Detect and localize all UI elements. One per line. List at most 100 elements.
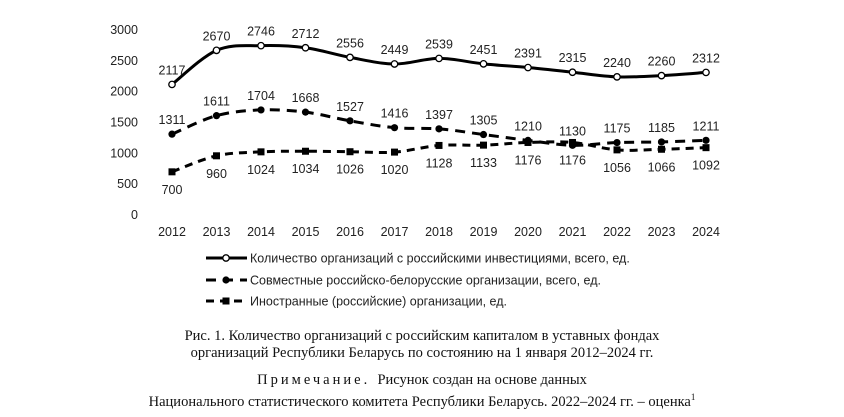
series-3-point	[168, 168, 176, 176]
series-2-point	[479, 130, 488, 139]
data-label-series-3: 1128	[426, 156, 453, 170]
legend-marker-3	[222, 297, 230, 305]
data-label-series-1: 2449	[381, 43, 409, 57]
x-tick-label: 2017	[381, 225, 409, 239]
data-label-series-1: 2451	[470, 43, 498, 57]
data-label-series-1: 2312	[692, 51, 720, 65]
note-text-1: Рисунок создан на основе данных	[377, 372, 587, 388]
series-1-point	[568, 68, 577, 77]
series-1-point	[346, 53, 354, 62]
y-tick-label: 0	[131, 208, 138, 222]
data-label-series-2: 1210	[514, 119, 542, 133]
data-label-series-1: 2315	[559, 51, 587, 65]
data-label-series-1: 2746	[247, 25, 275, 39]
series-2-point	[212, 112, 221, 120]
y-tick-label: 2500	[110, 54, 138, 68]
x-tick-label: 2019	[470, 225, 498, 239]
data-label-series-2: 1305	[470, 114, 498, 128]
data-label-series-2: 1175	[604, 122, 631, 136]
series-3-point	[569, 138, 576, 146]
caption-line-2: организаций Республики Беларусь по состо…	[190, 345, 654, 361]
data-label-series-3: 700	[162, 183, 183, 197]
y-tick-label: 500	[117, 177, 138, 191]
data-label-series-1: 2391	[514, 47, 542, 61]
note-line-2: Национального статистического комитета Р…	[0, 389, 844, 411]
series-3-point	[524, 138, 532, 146]
x-tick-label: 2021	[559, 225, 587, 239]
series-2-point	[301, 108, 310, 116]
data-label-series-1: 2117	[159, 63, 186, 77]
series-1-point	[168, 80, 176, 89]
data-label-series-3: 960	[206, 167, 227, 181]
series-2-point	[390, 124, 399, 132]
series-2-point	[702, 136, 710, 144]
y-tick-label: 3000	[110, 23, 138, 37]
legend-label-3: Иностранные (российские) организации, ед…	[250, 295, 507, 309]
series-1-point	[479, 60, 488, 68]
data-label-series-3: 1020	[381, 163, 409, 177]
series-1-point	[390, 60, 399, 68]
x-tick-label: 2023	[648, 225, 676, 239]
note-line-1: Примечание. Рисунок создан на основе дан…	[0, 372, 844, 389]
caption-line-1: Рис. 1. Количество организаций с российс…	[184, 328, 660, 344]
series-3-point	[613, 146, 621, 154]
series-2-point	[657, 138, 666, 146]
legend: Количество организаций с российскими инв…	[206, 252, 630, 309]
x-tick-label: 2015	[292, 225, 320, 239]
note-text-2: Национального статистического комитета Р…	[148, 393, 691, 410]
legend-marker-1	[222, 254, 230, 262]
x-tick-label: 2018	[425, 225, 453, 239]
series-1-point	[212, 46, 221, 55]
series-3-point	[213, 152, 220, 160]
series-1-point	[257, 41, 265, 50]
series-3-point	[346, 148, 354, 156]
series-3-point	[302, 147, 309, 155]
legend-label-2: Совместные российско-белорусские организ…	[250, 274, 601, 288]
x-tick-label: 2022	[603, 225, 631, 239]
y-tick-label: 2000	[110, 85, 138, 99]
figure-caption: Рис. 1. Количество организаций с российс…	[0, 328, 844, 362]
data-label-series-3: 1176	[515, 153, 542, 167]
data-label-series-3: 1024	[247, 163, 275, 177]
series-2-point	[257, 106, 265, 114]
x-tick-label: 2020	[514, 225, 542, 239]
data-label-series-2: 1704	[247, 89, 275, 103]
data-label-series-2: 1185	[648, 121, 675, 135]
y-tick-label: 1500	[110, 116, 138, 130]
figure-note: Примечание. Рисунок создан на основе дан…	[0, 372, 844, 411]
x-tick-label: 2016	[336, 225, 364, 239]
data-label-series-2: 1211	[693, 119, 720, 133]
series-markers	[168, 41, 710, 176]
series-2-point	[168, 130, 176, 138]
data-label-series-3: 1092	[692, 159, 720, 173]
data-label-series-1: 2260	[648, 55, 676, 69]
data-label-series-2: 1611	[203, 95, 230, 109]
data-label-series-3: 1034	[292, 162, 320, 176]
data-label-series-1: 2240	[603, 56, 631, 70]
data-label-series-3: 1176	[559, 153, 586, 167]
data-label-series-2: 1130	[559, 124, 586, 138]
data-label-series-3: 1066	[648, 160, 676, 174]
series-1-point	[301, 43, 310, 52]
y-tick-label: 1000	[110, 146, 138, 160]
data-label-series-1: 2712	[292, 27, 320, 41]
series-1-point	[702, 68, 710, 77]
series-2-point	[435, 125, 443, 133]
series-3-point	[391, 148, 398, 156]
data-labels: 2117 2670 2746 2712 2556 2449 2539 2451 2391 2315…	[159, 25, 720, 197]
note-footnote: 1	[690, 392, 696, 402]
data-label-series-2: 1527	[336, 100, 364, 114]
x-axis-ticks: 2012 2013 2014 2015 2016 2017 2018 2019 2020 2021…	[158, 225, 720, 239]
data-label-series-2: 1397	[425, 108, 453, 122]
data-label-series-1: 2670	[203, 29, 231, 43]
series-3-point	[435, 141, 443, 149]
x-tick-label: 2024	[692, 225, 720, 239]
data-label-series-3: 1056	[603, 161, 631, 175]
series-3-point	[480, 141, 487, 149]
data-label-series-1: 2539	[425, 37, 453, 51]
legend-marker-2	[222, 276, 230, 284]
data-label-series-2: 1416	[381, 107, 409, 121]
data-label-series-2: 1311	[159, 113, 186, 127]
x-tick-label: 2013	[203, 225, 231, 239]
